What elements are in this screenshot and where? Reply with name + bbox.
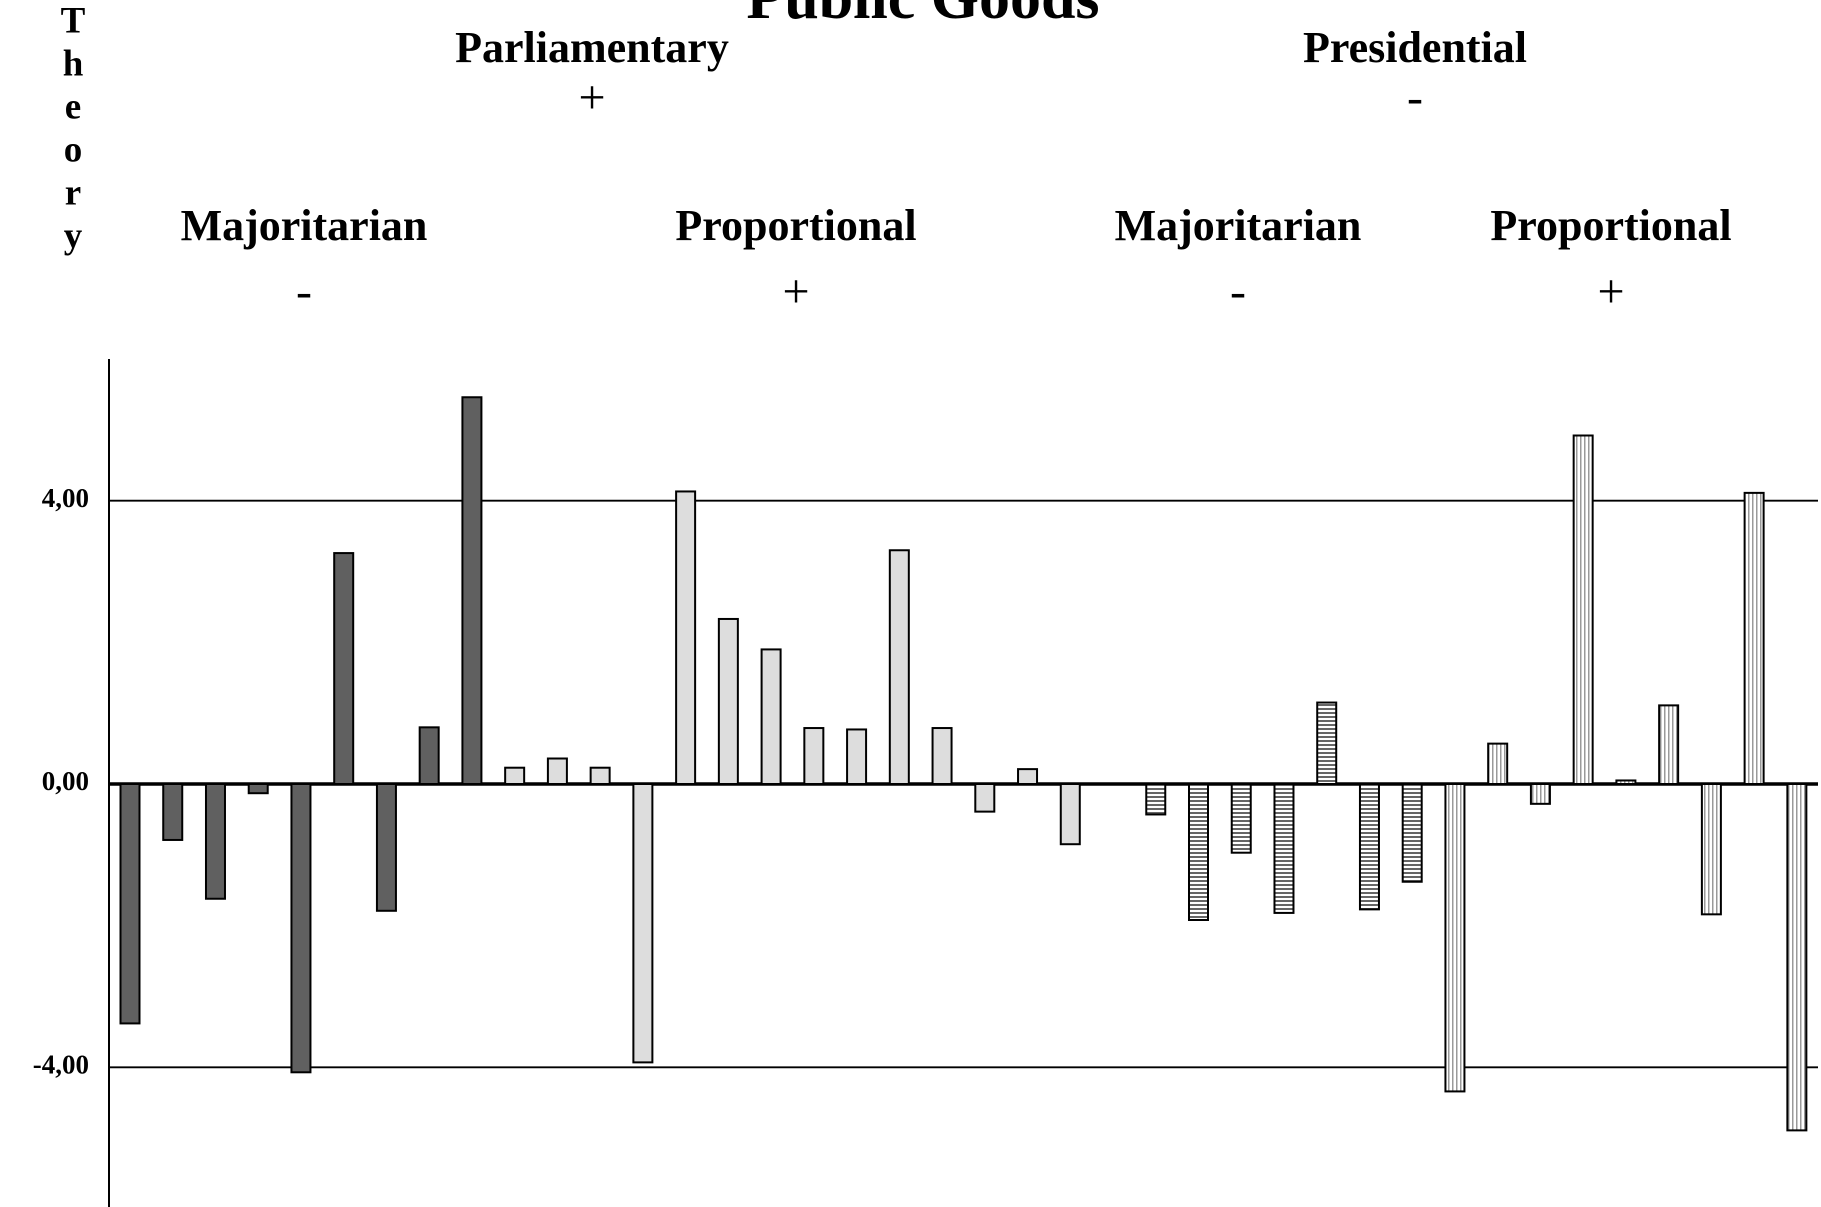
bar: [1615, 779, 1637, 785]
bar: [717, 617, 739, 785]
bar: [1358, 783, 1380, 911]
subgroup-sign: +: [1597, 265, 1624, 318]
bar: [247, 783, 269, 795]
bar: [1658, 704, 1680, 785]
y-tick-label: 4,00: [42, 483, 89, 513]
bar: [504, 766, 526, 785]
bar: [1444, 783, 1466, 1093]
bar: [846, 728, 868, 785]
bar: [974, 783, 996, 813]
bar: [546, 757, 568, 785]
subgroup-sign: +: [782, 265, 809, 318]
subgroup-header: Majoritarian: [181, 201, 428, 250]
subgroup-header: Majoritarian: [1115, 201, 1362, 250]
bar: [675, 490, 697, 785]
y-tick-label: 0,00: [42, 766, 89, 796]
bar: [119, 783, 141, 1025]
subgroup-sign: -: [296, 265, 312, 318]
y-axis-label: e: [65, 86, 81, 127]
bar: [888, 549, 910, 785]
group-sign: +: [578, 71, 605, 124]
bar: [1230, 783, 1252, 854]
bar: [1487, 742, 1509, 785]
bar: [162, 783, 184, 841]
bar: [1017, 768, 1039, 785]
bar: [333, 552, 355, 785]
subgroup-sign: -: [1230, 265, 1246, 318]
bar: [1273, 783, 1295, 914]
group-sign: -: [1407, 71, 1423, 124]
bar: [1572, 434, 1594, 785]
bar: [461, 396, 483, 785]
bar: [418, 726, 440, 785]
subgroup-header: Proportional: [1490, 201, 1731, 250]
bar: [1743, 491, 1765, 785]
bar: [1316, 701, 1338, 786]
bar: [1188, 783, 1209, 921]
bar: [1700, 783, 1722, 916]
y-axis-label: T: [61, 0, 86, 41]
bar: [1145, 783, 1167, 816]
bar: [1401, 783, 1423, 883]
y-axis-label: h: [63, 43, 84, 84]
bar: [589, 766, 611, 785]
bar: [1059, 783, 1081, 846]
y-axis-label: y: [64, 215, 83, 256]
group-header: Presidential: [1303, 23, 1527, 72]
bar: [931, 727, 953, 786]
subgroup-header: Proportional: [675, 201, 916, 250]
group-header: Parliamentary: [455, 23, 729, 72]
bar: [632, 783, 654, 1064]
bar: [1786, 783, 1808, 1132]
y-axis-label: o: [64, 129, 83, 170]
bar: [803, 727, 825, 786]
bar: [1529, 783, 1551, 805]
bar: [375, 783, 397, 912]
y-tick-label: -4,00: [33, 1050, 89, 1080]
y-axis-label: r: [65, 172, 81, 213]
bar: [204, 783, 226, 900]
bar: [760, 648, 782, 786]
bar: [290, 783, 312, 1074]
chart-title: Public Goods: [746, 0, 1099, 32]
